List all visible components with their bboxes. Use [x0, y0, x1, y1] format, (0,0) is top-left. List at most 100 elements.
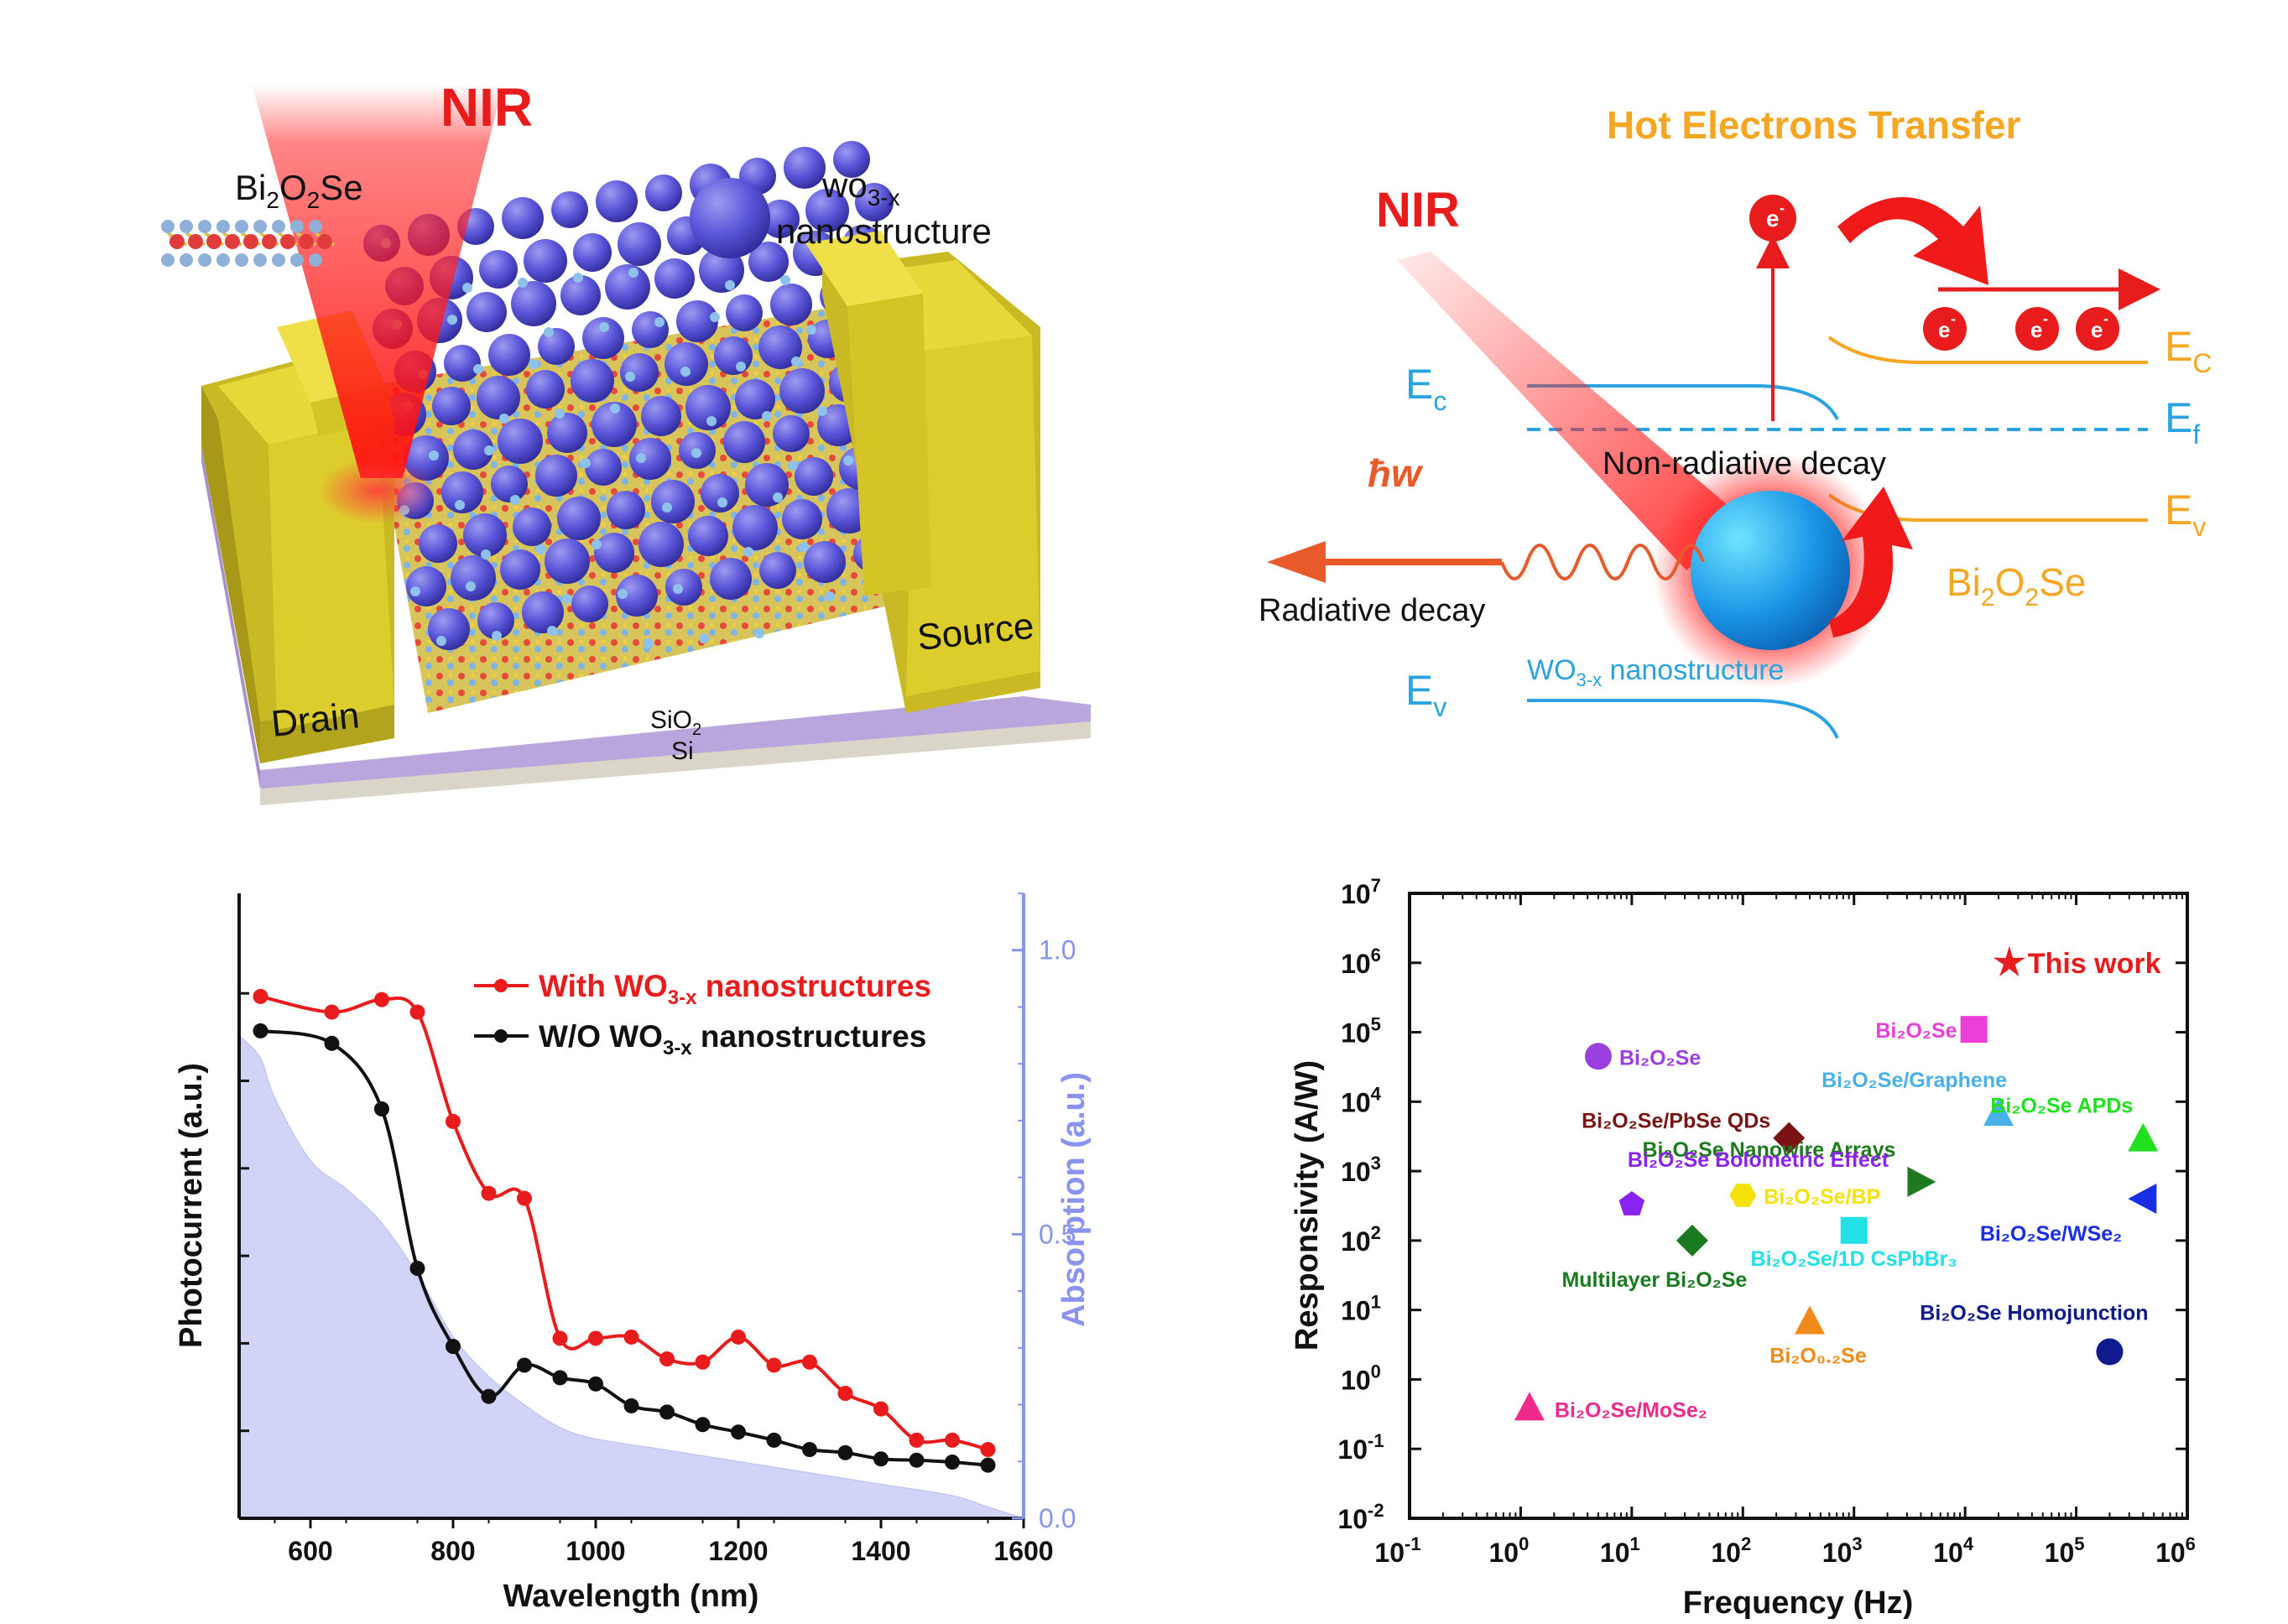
- point-label: Bi₂O₂Se Homojunction: [1920, 1302, 2148, 1325]
- wo3-sphere: [759, 552, 796, 589]
- wo3-sphere: [551, 191, 588, 228]
- wo3-sphere: [522, 591, 564, 633]
- sio2-layer: [260, 696, 1091, 789]
- wo3-sphere: [535, 455, 577, 497]
- data-point-with-wo3: [873, 1401, 889, 1417]
- svg-text:-: -: [1780, 200, 1785, 216]
- atom-dot: [544, 327, 554, 337]
- atom-dot: [447, 315, 457, 325]
- data-point-without-wo3: [409, 1261, 425, 1276]
- wo3-sphere: [618, 222, 661, 266]
- point-label: Bi₂O₂Se Bolometric Effect: [1628, 1148, 1889, 1172]
- atom-dot: [573, 273, 583, 283]
- atom-dot: [499, 414, 509, 424]
- wo3-sphere: [745, 463, 789, 507]
- point-label: Bi₂O₂Se/BP: [1764, 1185, 1880, 1209]
- svg-text:e: e: [1938, 317, 1950, 342]
- marker-triangle: [1983, 1097, 2014, 1127]
- wo3-sphere: [632, 311, 669, 348]
- data-point-with-wo3: [253, 988, 268, 1004]
- marker-diamond: [1773, 1122, 1806, 1154]
- wo3-sphere: [804, 541, 846, 583]
- wo3-sphere: [676, 300, 718, 342]
- wo3-sphere: [585, 449, 622, 486]
- nonradiative-curved-arrow: [1829, 487, 1913, 638]
- wo3-sphere: [582, 317, 624, 359]
- wo3-sphere: [500, 549, 540, 590]
- wo3-sphere: [714, 336, 753, 375]
- wo3-sphere: [779, 368, 825, 414]
- x-tick-label: 102: [1711, 1533, 1751, 1568]
- wo3-sphere: [453, 429, 493, 470]
- data-point-without-wo3: [731, 1424, 746, 1440]
- atom-dot: [610, 403, 620, 414]
- wo3-sphere: [502, 197, 544, 239]
- wo3-sphere: [406, 566, 446, 606]
- nir-beam: [252, 84, 503, 478]
- absorption-area: [238, 1034, 1024, 1519]
- y2-tick-label: 1.0: [1039, 935, 1076, 966]
- sio2-side: [201, 445, 260, 789]
- y-tick-label: 107: [1341, 875, 1381, 909]
- atom-dot: [799, 542, 809, 552]
- y-tick-label: 105: [1341, 1014, 1381, 1049]
- legend-with-wo3: With WO3-x nanostructures: [539, 969, 931, 1009]
- svg-text:e: e: [2091, 317, 2103, 342]
- data-point-with-wo3: [324, 1004, 340, 1020]
- wo3-sphere: [758, 325, 802, 369]
- atom-dot: [806, 325, 816, 335]
- data-point-without-wo3: [623, 1398, 639, 1413]
- atom-dot: [825, 591, 835, 601]
- y2-tick-label: 0.0: [1039, 1503, 1076, 1533]
- marker-circle: [2096, 1338, 2124, 1366]
- data-point-with-wo3: [588, 1330, 603, 1346]
- wo3-sphere: [488, 334, 530, 376]
- atom-dot: [510, 495, 520, 505]
- wo3-sphere: [641, 396, 681, 436]
- data-point-with-wo3: [659, 1351, 675, 1367]
- svg-text:e: e: [2030, 317, 2042, 342]
- data-point-without-wo3: [481, 1388, 497, 1404]
- x-tick-label: 1600: [993, 1536, 1053, 1566]
- atom-dot: [843, 455, 853, 466]
- data-point-with-wo3: [945, 1432, 960, 1448]
- atom-dot: [754, 628, 764, 638]
- wo3-sphere: [629, 438, 671, 480]
- wo3-sphere: [479, 250, 518, 289]
- wo3-sphere: [538, 328, 575, 365]
- atom-dot: [699, 633, 709, 643]
- wo3-sphere: [638, 522, 684, 567]
- wo3-sphere: [573, 233, 612, 272]
- marker-triangle: [1795, 1305, 1826, 1335]
- y-axis-label: Responsivity (A/W): [1290, 1060, 1325, 1351]
- atom-dot: [725, 280, 735, 290]
- wo3-sphere: [477, 602, 514, 639]
- point-label: Bi₂O₂Se/WSe₂: [1980, 1222, 2122, 1246]
- atom-dot: [644, 638, 654, 648]
- y2-axis-label: Absorption (a.u.): [1056, 1072, 1091, 1327]
- bi2o2se-conduction-band: [1827, 336, 2148, 364]
- x-tick-label: 104: [1933, 1533, 1974, 1568]
- wo3-sphere: [428, 608, 470, 650]
- atom-dot: [618, 589, 628, 599]
- ec-right-label: EC: [2165, 323, 2212, 378]
- wo3-sphere: [444, 345, 481, 382]
- nanostructure-label: nanostructure: [776, 211, 992, 251]
- wo3-nanospheres: [363, 141, 906, 650]
- x-tick-label: 800: [430, 1536, 475, 1566]
- data-point-without-wo3: [446, 1339, 461, 1355]
- wo3-sphere: [605, 264, 650, 310]
- atom-dot: [706, 416, 717, 426]
- data-point-with-wo3: [623, 1329, 639, 1345]
- electron-icon-top: e-: [1749, 195, 1796, 242]
- marker-square: [1840, 1216, 1868, 1244]
- atom-dot: [473, 364, 483, 374]
- point-label: This work: [2028, 948, 2161, 980]
- point-label: Bi₂O₂Se/1D CsPbBr₃: [1751, 1247, 1957, 1271]
- x-tick-label: 600: [288, 1536, 332, 1566]
- wo3-sphere: [651, 480, 695, 523]
- data-point-without-wo3: [695, 1417, 711, 1433]
- point-label: Bi₂O₂Se APDs: [1990, 1095, 2133, 1118]
- bi2o2se-label-b: Bi2O2Se: [1947, 560, 2086, 612]
